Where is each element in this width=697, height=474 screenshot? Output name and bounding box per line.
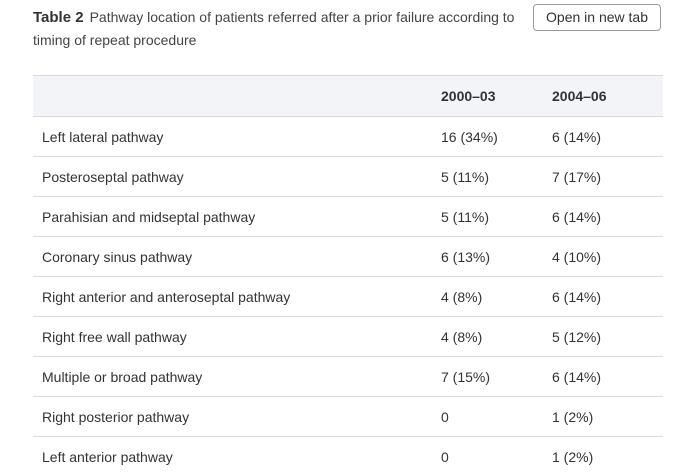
- value-cell-2000-03: 6 (13%): [441, 236, 552, 277]
- table-row: Right anterior and anteroseptal pathway …: [33, 276, 663, 317]
- row-label-cell: Parahisian and midseptal pathway: [33, 196, 441, 237]
- table-caption-text: Pathway location of patients referred af…: [33, 9, 515, 48]
- table-row: Multiple or broad pathway 7 (15%) 6 (14%…: [33, 356, 663, 397]
- value-cell-2004-06: 7 (17%): [552, 156, 663, 197]
- value-cell-2004-06: 6 (14%): [552, 116, 663, 157]
- row-label-cell: Left lateral pathway: [33, 116, 441, 157]
- table-label: Table 2: [33, 9, 84, 26]
- value-cell-2000-03: 4 (8%): [441, 276, 552, 317]
- row-label-cell: Coronary sinus pathway: [33, 236, 441, 277]
- value-cell-2004-06: 5 (12%): [552, 316, 663, 357]
- header-cell-2004-06: 2004–06: [552, 88, 607, 104]
- row-label-cell: Right free wall pathway: [33, 316, 441, 357]
- data-table-container: 2000–03 2004–06 Left lateral pathway 16 …: [33, 75, 663, 474]
- header-cell-2000-03: 2000–03: [441, 88, 496, 104]
- row-label-cell: Posteroseptal pathway: [33, 156, 441, 197]
- table-row: Left anterior pathway 0 1 (2%): [33, 436, 663, 474]
- table-header-row: 2000–03 2004–06: [33, 75, 663, 117]
- header-cell-row-label: [33, 76, 441, 117]
- table-row: Right free wall pathway 4 (8%) 5 (12%): [33, 316, 663, 357]
- row-label-cell: Left anterior pathway: [33, 436, 441, 474]
- value-cell-2004-06: 4 (10%): [552, 236, 663, 277]
- value-cell-2004-06: 6 (14%): [552, 196, 663, 237]
- data-table: 2000–03 2004–06 Left lateral pathway 16 …: [33, 75, 663, 474]
- value-cell-2000-03: 0: [441, 396, 552, 437]
- value-cell-2004-06: 6 (14%): [552, 356, 663, 397]
- value-cell-2004-06: 1 (2%): [552, 396, 663, 437]
- table-row: Parahisian and midseptal pathway 5 (11%)…: [33, 196, 663, 237]
- value-cell-2000-03: 7 (15%): [441, 356, 552, 397]
- table-caption: Table 2 Pathway location of patients refe…: [33, 6, 518, 52]
- row-label-cell: Right posterior pathway: [33, 396, 441, 437]
- value-cell-2000-03: 5 (11%): [441, 196, 552, 237]
- table-row: Coronary sinus pathway 6 (13%) 4 (10%): [33, 236, 663, 277]
- table-row: Right posterior pathway 0 1 (2%): [33, 396, 663, 437]
- value-cell-2000-03: 16 (34%): [441, 116, 552, 157]
- value-cell-2004-06: 1 (2%): [552, 436, 663, 474]
- open-in-new-tab-button[interactable]: Open in new tab: [533, 4, 661, 31]
- row-label-cell: Right anterior and anteroseptal pathway: [33, 276, 441, 317]
- value-cell-2000-03: 5 (11%): [441, 156, 552, 197]
- value-cell-2000-03: 4 (8%): [441, 316, 552, 357]
- value-cell-2000-03: 0: [441, 436, 552, 474]
- value-cell-2004-06: 6 (14%): [552, 276, 663, 317]
- row-label-cell: Multiple or broad pathway: [33, 356, 441, 397]
- table-row: Left lateral pathway 16 (34%) 6 (14%): [33, 116, 663, 157]
- table-row: Posteroseptal pathway 5 (11%) 7 (17%): [33, 156, 663, 197]
